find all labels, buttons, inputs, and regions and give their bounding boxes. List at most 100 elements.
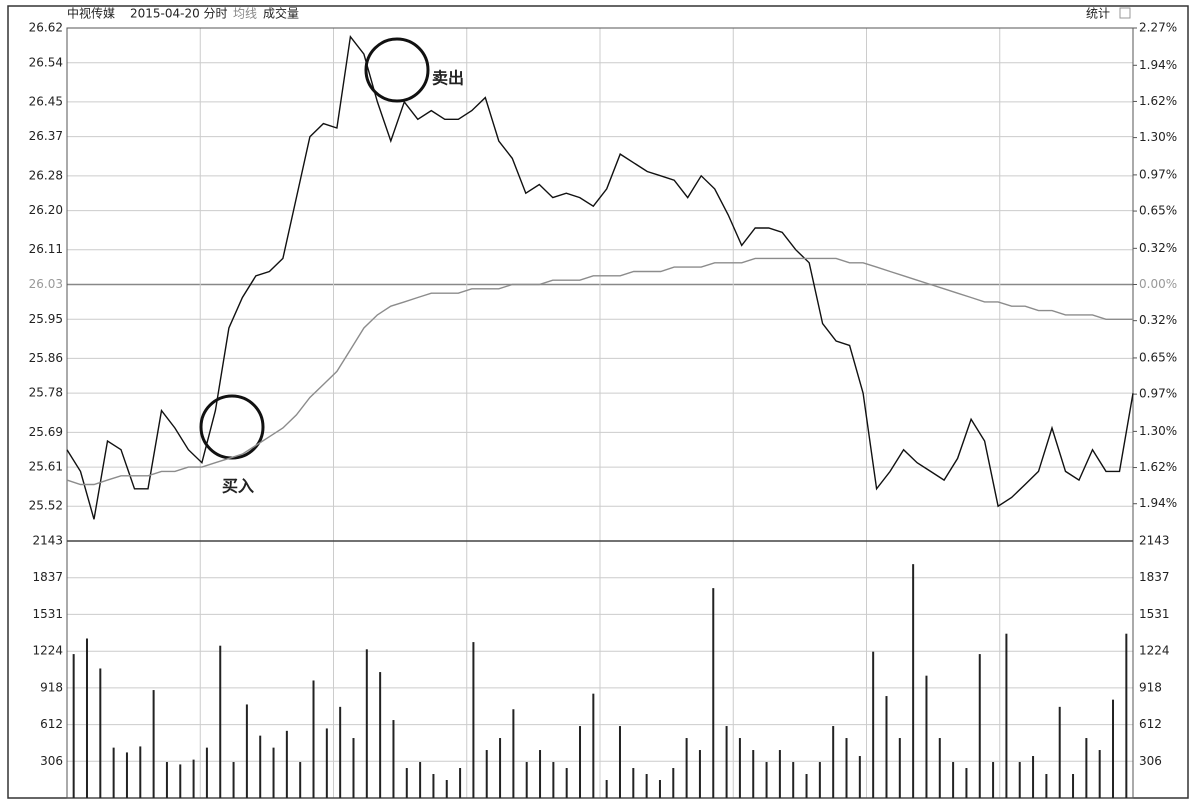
- volume-bar: [818, 762, 821, 798]
- legend-avg: 均线: [233, 7, 257, 21]
- volume-bar: [579, 726, 582, 798]
- y2-tick-label: 0.65%: [1139, 204, 1177, 218]
- y2-tick-label: 1.62%: [1139, 94, 1177, 108]
- y2-tick-label: 1224: [1139, 644, 1170, 658]
- volume-bar: [485, 750, 488, 798]
- y2-tick-label: 1837: [1139, 570, 1170, 584]
- volume-bar: [1112, 699, 1115, 798]
- y2-tick-label: 1.30%: [1139, 424, 1177, 438]
- volume-bar: [325, 728, 328, 798]
- y-tick-label: 918: [40, 680, 63, 694]
- volume-bar: [165, 762, 168, 798]
- volume-bar: [872, 651, 875, 798]
- y-tick-label: 25.52: [29, 499, 63, 513]
- stats-icon[interactable]: [1119, 7, 1131, 19]
- y-tick-label: 25.78: [29, 386, 63, 400]
- y2-tick-label: 0.65%: [1139, 350, 1177, 364]
- y-tick-label: 26.54: [29, 55, 63, 69]
- volume-bar: [1018, 762, 1021, 798]
- y2-tick-label: 2143: [1139, 534, 1170, 548]
- y2-tick-label: 0.32%: [1139, 241, 1177, 255]
- volume-bar: [1098, 750, 1101, 798]
- y2-tick-label: 306: [1139, 754, 1162, 768]
- price-line: [66, 34, 1134, 520]
- volume-bar: [1005, 633, 1008, 798]
- volume-bar: [965, 768, 968, 798]
- volume-bar: [125, 752, 128, 798]
- annotation: 卖出: [432, 69, 464, 88]
- y-tick-label: 1531: [32, 607, 63, 621]
- volume-bar: [512, 709, 515, 798]
- volume-bar: [778, 750, 781, 798]
- date-label: 2015-04-20 分时: [130, 7, 228, 21]
- y2-tick-label: 1531: [1139, 607, 1170, 621]
- volume-bar: [792, 762, 795, 798]
- y2-tick-label: 1.94%: [1139, 496, 1177, 510]
- y2-tick-label: 1.30%: [1139, 130, 1177, 144]
- volume-bar: [738, 738, 741, 798]
- volume-bar: [685, 738, 688, 798]
- volume-bar: [272, 747, 275, 798]
- y-tick-label: 1224: [32, 644, 63, 658]
- y-tick-label: 26.03: [29, 277, 63, 291]
- volume-bar: [525, 762, 528, 798]
- y-tick-label: 26.37: [29, 129, 63, 143]
- y2-tick-label: 0.32%: [1139, 313, 1177, 327]
- volume-bar: [1085, 738, 1088, 798]
- volume-bar: [765, 762, 768, 798]
- volume-bar: [72, 654, 75, 798]
- volume-bar: [299, 762, 302, 798]
- volume-bar: [152, 690, 155, 798]
- volume-bar: [112, 747, 115, 798]
- volume-bar: [459, 768, 462, 798]
- volume-bar: [1045, 774, 1048, 798]
- volume-bar: [432, 774, 435, 798]
- legend-volume: 成交量: [263, 6, 299, 21]
- y2-tick-label: 0.97%: [1139, 387, 1177, 401]
- y2-tick-label: 0.97%: [1139, 167, 1177, 181]
- volume-bar: [698, 750, 701, 798]
- volume-bar: [339, 706, 342, 798]
- volume-bar: [752, 750, 755, 798]
- volume-bar: [978, 654, 981, 798]
- volume-bar: [672, 768, 675, 798]
- volume-bar: [1058, 706, 1061, 798]
- volume-bar: [658, 780, 661, 798]
- volume-bar: [405, 768, 408, 798]
- volume-bar: [205, 747, 208, 798]
- volume-bar: [259, 735, 262, 798]
- stats-button[interactable]: 统计: [1086, 7, 1110, 21]
- volume-bar: [898, 738, 901, 798]
- y-tick-label: 306: [40, 754, 63, 768]
- y-tick-label: 1837: [32, 570, 63, 584]
- volume-bar: [952, 762, 955, 798]
- stock-name: 中视传媒: [67, 6, 115, 21]
- annotation: 买入: [222, 477, 254, 496]
- volume-bar: [179, 764, 182, 798]
- volume-bar: [219, 645, 222, 798]
- y-tick-label: 26.28: [29, 168, 63, 182]
- volume-bar: [1072, 774, 1075, 798]
- volume-bar: [245, 704, 248, 798]
- plot-frame: [66, 27, 1134, 799]
- volume-bar: [605, 780, 608, 798]
- volume-bar: [232, 762, 235, 798]
- volume-bar: [139, 746, 142, 798]
- volume-bar: [285, 730, 288, 798]
- volume-bar: [99, 668, 102, 798]
- volume-bar: [845, 738, 848, 798]
- volume-bar: [858, 756, 861, 798]
- frame: [7, 5, 1189, 799]
- volume-bar: [312, 680, 315, 798]
- y-tick-label: 26.20: [29, 203, 63, 217]
- volume-bar: [419, 762, 422, 798]
- y2-tick-label: 918: [1139, 680, 1162, 694]
- volume-bar: [632, 768, 635, 798]
- volume-bar: [725, 726, 728, 798]
- y2-tick-label: 612: [1139, 717, 1162, 731]
- volume-bar: [445, 780, 448, 798]
- volume-bar: [925, 675, 928, 798]
- y2-tick-label: 0.00%: [1139, 277, 1177, 291]
